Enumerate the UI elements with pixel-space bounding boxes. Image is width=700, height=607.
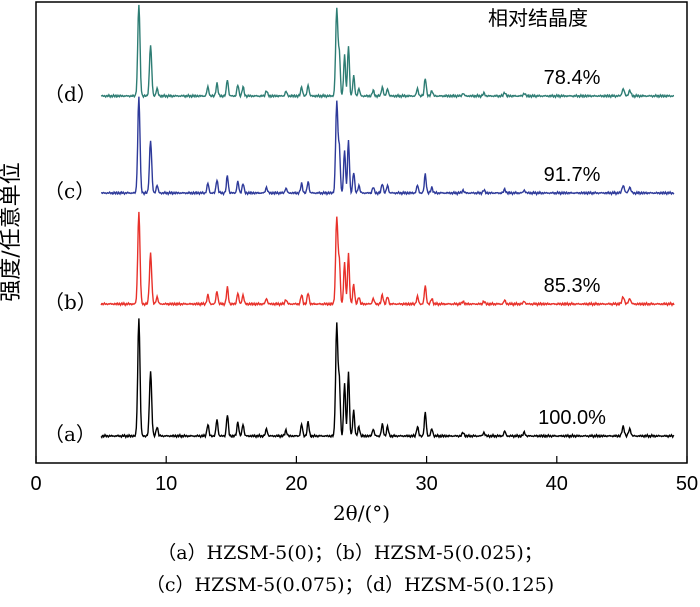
x-tick-label: 10 bbox=[155, 473, 177, 495]
x-tick-label: 40 bbox=[546, 473, 568, 495]
crystallinity-label: 100.0% bbox=[538, 407, 606, 429]
crystallinity-label: 78.4% bbox=[544, 67, 601, 89]
series-label: （d） bbox=[44, 82, 97, 106]
x-axis-ticks: 0 10 20 30 40 50 bbox=[30, 456, 698, 495]
x-tick-label: 20 bbox=[285, 473, 307, 495]
series-line bbox=[100, 211, 675, 308]
series-label: （a） bbox=[44, 422, 96, 446]
plot-frame bbox=[35, 1, 688, 464]
y-axis-label: 强度/任意单位 bbox=[0, 162, 24, 301]
x-tick-label: 30 bbox=[415, 473, 437, 495]
crystallinity-header: 相对结晶度 bbox=[488, 6, 588, 30]
series-label: （c） bbox=[44, 179, 95, 203]
series-label: （b） bbox=[44, 290, 97, 314]
series-labels: （a） 100.0% （b） 85.3% （c） 91.7% （d） 78.4% bbox=[44, 67, 606, 446]
series-line bbox=[100, 4, 675, 99]
caption-line-1: （a）HZSM-5(0)；（b）HZSM-5(0.025)； bbox=[157, 542, 543, 564]
crystallinity-label: 85.3% bbox=[544, 275, 601, 297]
series-line bbox=[100, 318, 675, 440]
x-axis-label: 2θ/(°) bbox=[333, 501, 390, 525]
xrd-chart: 0 10 20 30 40 50 （a） 100.0% （b） 85.3% （c） 91.7% （d）… bbox=[0, 1, 698, 525]
x-tick-label: 50 bbox=[676, 473, 698, 495]
diffraction-curves bbox=[100, 4, 675, 440]
crystallinity-label: 91.7% bbox=[544, 164, 601, 186]
x-tick-label: 0 bbox=[30, 473, 41, 495]
series-line bbox=[101, 96, 675, 197]
caption-line-2: （c）HZSM-5(0.075)；（d）HZSM-5(0.125) bbox=[145, 574, 555, 596]
